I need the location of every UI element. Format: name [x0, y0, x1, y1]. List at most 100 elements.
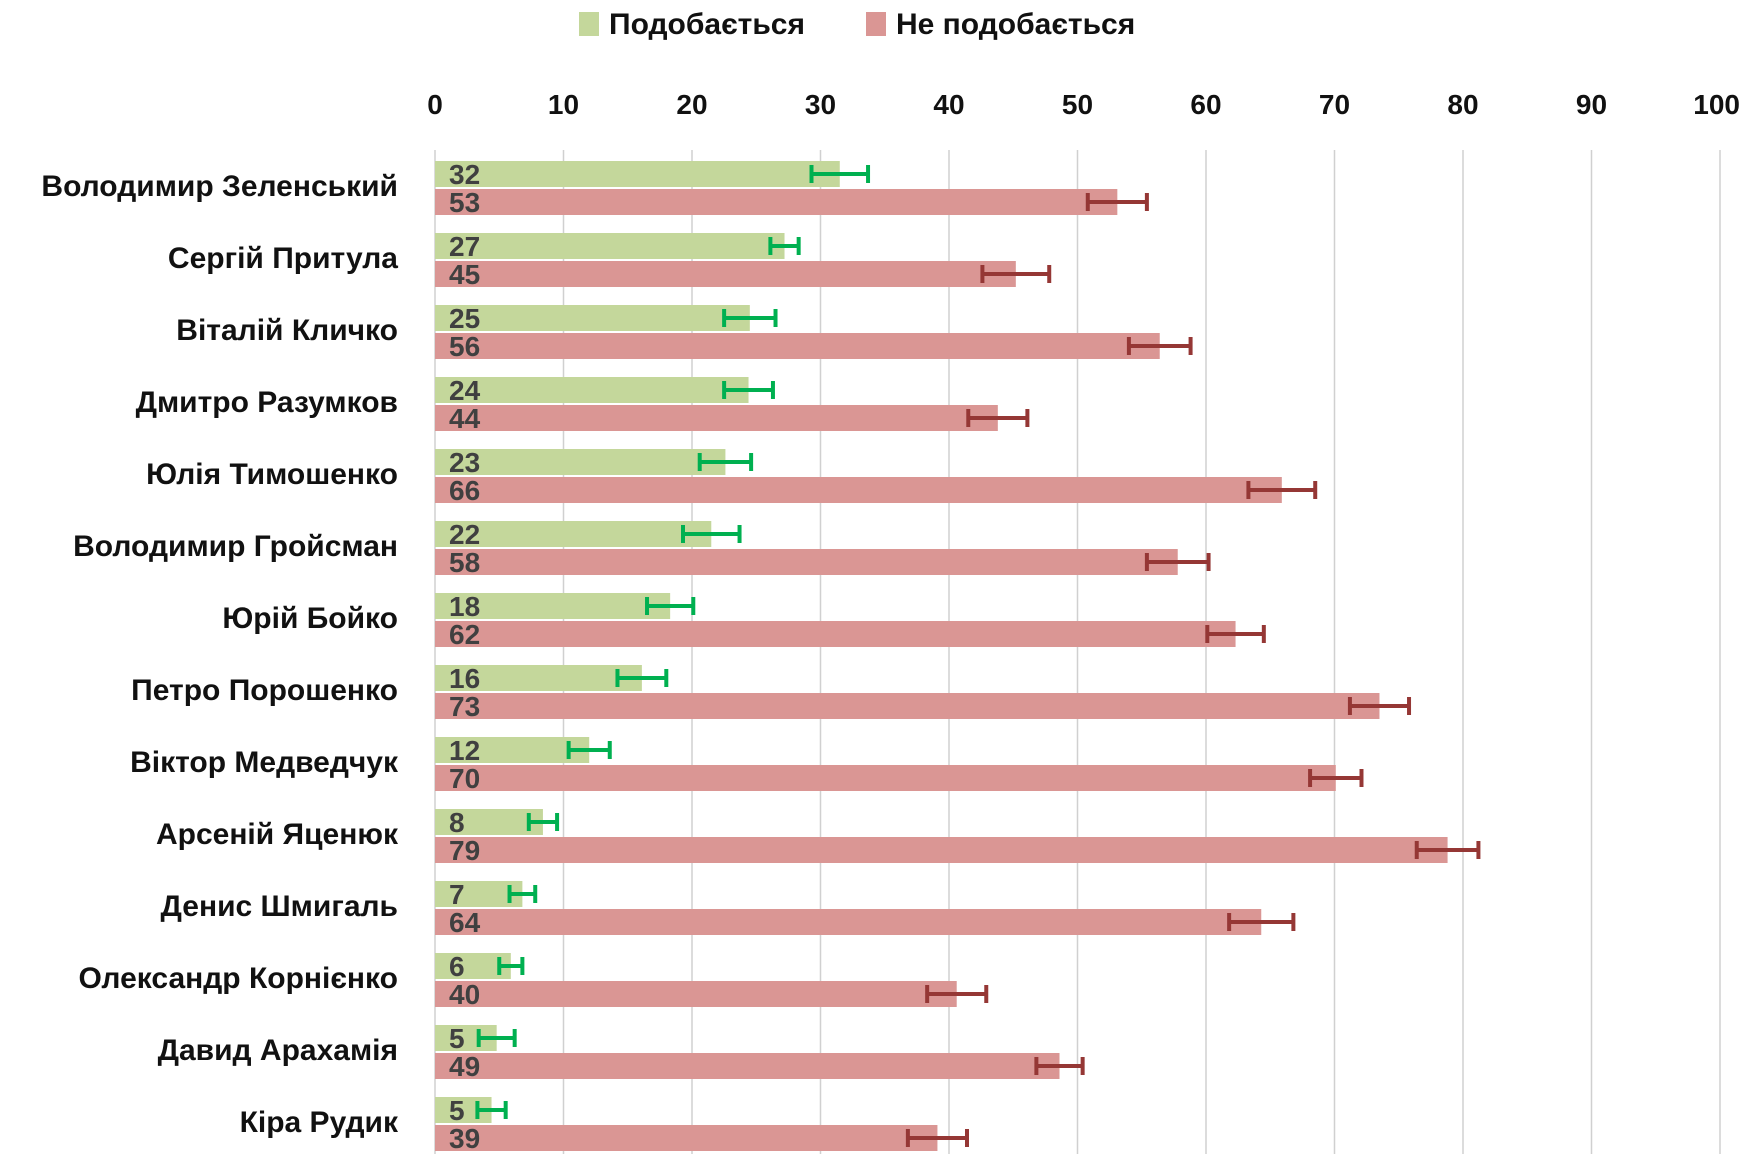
- data-label-dislikes-0: 53: [449, 187, 480, 218]
- error-bar-likes-11: [497, 957, 525, 975]
- error-bar-dislikes-11: [925, 985, 989, 1003]
- error-bar-dislikes-10: [1227, 913, 1296, 931]
- data-label-likes-0: 32: [449, 159, 480, 190]
- bar-likes-8: [435, 737, 590, 763]
- x-tick-label-60: 60: [1190, 89, 1221, 120]
- error-bar-likes-1: [768, 237, 801, 255]
- bar-dislikes-2: [435, 333, 1160, 359]
- error-bar-likes-12: [476, 1029, 517, 1047]
- bar-dislikes-8: [435, 765, 1336, 791]
- error-bar-likes-4: [697, 453, 754, 471]
- bar-likes-9: [435, 809, 543, 835]
- legend-swatch-likes: [579, 12, 599, 36]
- error-bar-dislikes-1: [980, 265, 1052, 283]
- data-label-dislikes-2: 56: [449, 331, 480, 362]
- data-label-likes-10: 7: [449, 879, 465, 910]
- category-label-11: Олександр Корнієнко: [78, 962, 398, 995]
- x-tick-label-80: 80: [1447, 89, 1478, 120]
- bar-dislikes-10: [435, 909, 1262, 935]
- data-label-likes-5: 22: [449, 519, 480, 550]
- x-tick-label-50: 50: [1062, 89, 1093, 120]
- category-label-12: Давид Арахамія: [158, 1034, 398, 1067]
- error-bar-likes-7: [615, 669, 669, 687]
- category-labels: Володимир Зеленський Сергій Притула Віталі…: [41, 170, 399, 1139]
- bar-dislikes-13: [435, 1125, 938, 1151]
- error-bar-dislikes-8: [1308, 769, 1364, 787]
- error-bar-dislikes-6: [1205, 625, 1266, 643]
- data-label-dislikes-9: 79: [449, 835, 480, 866]
- bar-likes-0: [435, 161, 840, 187]
- category-label-5: Володимир Гройсман: [73, 530, 398, 563]
- category-label-6: Юрій Бойко: [222, 602, 398, 635]
- error-bar-dislikes-2: [1126, 337, 1193, 355]
- x-tick-label-70: 70: [1319, 89, 1350, 120]
- data-label-dislikes-3: 44: [449, 403, 481, 434]
- error-bar-dislikes-9: [1414, 841, 1481, 859]
- data-label-dislikes-1: 45: [449, 259, 480, 290]
- data-label-likes-7: 16: [449, 663, 480, 694]
- bar-likes-4: [435, 449, 726, 475]
- legend-swatch-dislikes: [866, 12, 886, 36]
- bar-dislikes-7: [435, 693, 1380, 719]
- category-label-13: Кіра Рудик: [240, 1106, 399, 1139]
- error-bar-dislikes-7: [1347, 697, 1412, 715]
- bar-likes-3: [435, 377, 749, 403]
- error-bar-likes-9: [526, 813, 560, 831]
- data-label-likes-2: 25: [449, 303, 480, 334]
- data-label-dislikes-10: 64: [449, 907, 481, 938]
- data-label-likes-4: 23: [449, 447, 480, 478]
- error-bar-likes-0: [809, 165, 871, 183]
- error-bar-likes-6: [645, 597, 696, 615]
- category-label-8: Віктор Медведчук: [130, 746, 399, 779]
- bar-likes-6: [435, 593, 671, 619]
- bar-dislikes-5: [435, 549, 1178, 575]
- category-label-9: Арсеній Яценюк: [156, 818, 399, 851]
- data-label-dislikes-4: 66: [449, 475, 480, 506]
- x-tick-label-100: 100: [1693, 89, 1740, 120]
- category-label-2: Віталій Кличко: [176, 314, 398, 347]
- bar-likes-2: [435, 305, 750, 331]
- error-bar-dislikes-4: [1246, 481, 1318, 499]
- bar-likes-1: [435, 233, 785, 259]
- category-label-4: Юлія Тимошенко: [146, 458, 398, 491]
- x-tick-label-10: 10: [548, 89, 579, 120]
- error-bar-dislikes-12: [1034, 1057, 1085, 1075]
- error-bar-likes-10: [507, 885, 538, 903]
- data-label-likes-9: 8: [449, 807, 465, 838]
- bar-dislikes-11: [435, 981, 957, 1007]
- bar-dislikes-6: [435, 621, 1236, 647]
- bars: 3253274525562444236622581862167312708797…: [435, 159, 1481, 1154]
- error-bar-likes-8: [566, 741, 612, 759]
- error-bar-likes-3: [722, 381, 775, 399]
- data-label-likes-13: 5: [449, 1095, 465, 1126]
- legend: Подобається Не подобається: [579, 8, 1135, 41]
- data-label-likes-1: 27: [449, 231, 480, 262]
- x-tick-label-30: 30: [805, 89, 836, 120]
- category-label-0: Володимир Зеленський: [41, 170, 398, 203]
- data-label-likes-6: 18: [449, 591, 480, 622]
- data-label-likes-12: 5: [449, 1023, 465, 1054]
- x-tick-label-90: 90: [1576, 89, 1607, 120]
- data-label-dislikes-5: 58: [449, 547, 480, 578]
- error-bar-dislikes-3: [966, 409, 1030, 427]
- error-bar-dislikes-5: [1144, 553, 1211, 571]
- bar-dislikes-9: [435, 837, 1448, 863]
- error-bar-likes-13: [475, 1101, 508, 1119]
- x-tick-label-0: 0: [427, 89, 443, 120]
- bar-dislikes-0: [435, 189, 1118, 215]
- category-label-7: Петро Порошенко: [131, 674, 398, 707]
- x-tick-label-40: 40: [933, 89, 964, 120]
- bar-dislikes-4: [435, 477, 1282, 503]
- data-label-dislikes-11: 40: [449, 979, 480, 1010]
- category-label-10: Денис Шмигаль: [161, 890, 398, 923]
- data-label-likes-8: 12: [449, 735, 480, 766]
- data-label-dislikes-8: 70: [449, 763, 480, 794]
- category-label-3: Дмитро Разумков: [136, 386, 398, 419]
- data-label-dislikes-7: 73: [449, 691, 480, 722]
- data-label-likes-11: 6: [449, 951, 465, 982]
- legend-label-dislikes: Не подобається: [896, 8, 1135, 41]
- data-label-dislikes-13: 39: [449, 1123, 480, 1154]
- x-tick-label-20: 20: [676, 89, 707, 120]
- legend-label-likes: Подобається: [609, 8, 805, 41]
